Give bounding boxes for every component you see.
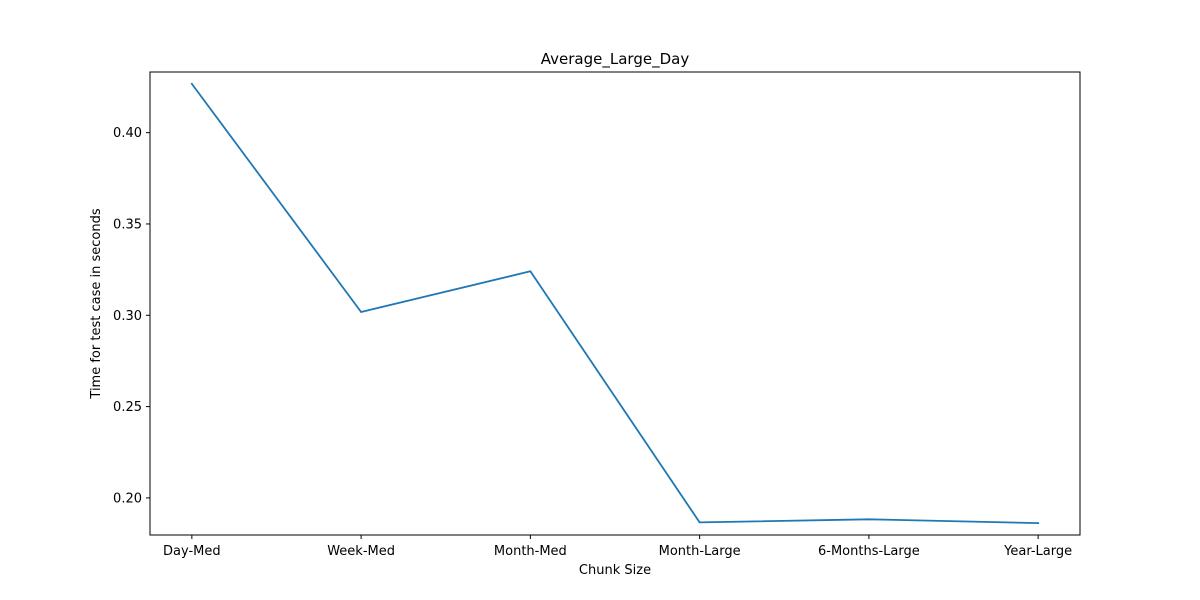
series-line [190,82,1040,525]
x-axis-label: Chunk Size [579,563,651,578]
series-layer [190,82,1040,525]
plot-frame [149,71,1081,536]
chart-title: Average_Large_Day [541,50,690,69]
data-point [529,270,532,273]
data-point [867,518,870,521]
y-tick-label: 0.25 [113,400,142,415]
x-tick-label: Year-Large [1003,544,1072,559]
data-point [698,521,701,524]
y-tick-label: 0.35 [113,217,142,232]
data-point [360,311,363,313]
y-tick-label: 0.40 [113,126,142,141]
x-axis: Day-Med Week-Med Month-Med Month-Large 6-Mon… [163,535,1072,559]
x-tick-label: Week-Med [327,544,395,559]
y-axis: 0.20 0.25 0.30 0.35 0.40 [113,126,150,506]
y-tick-label: 0.20 [113,491,142,506]
x-tick-label: Month-Large [659,544,741,559]
plot-area [149,71,1081,536]
data-point [190,82,193,85]
y-axis-label: Time for test case in seconds [89,208,104,399]
x-tick-label: 6-Months-Large [818,544,920,559]
x-tick-label: Month-Med [494,544,567,559]
y-tick-label: 0.30 [113,309,142,324]
x-tick-label: Day-Med [163,544,221,559]
data-point [1037,522,1040,525]
